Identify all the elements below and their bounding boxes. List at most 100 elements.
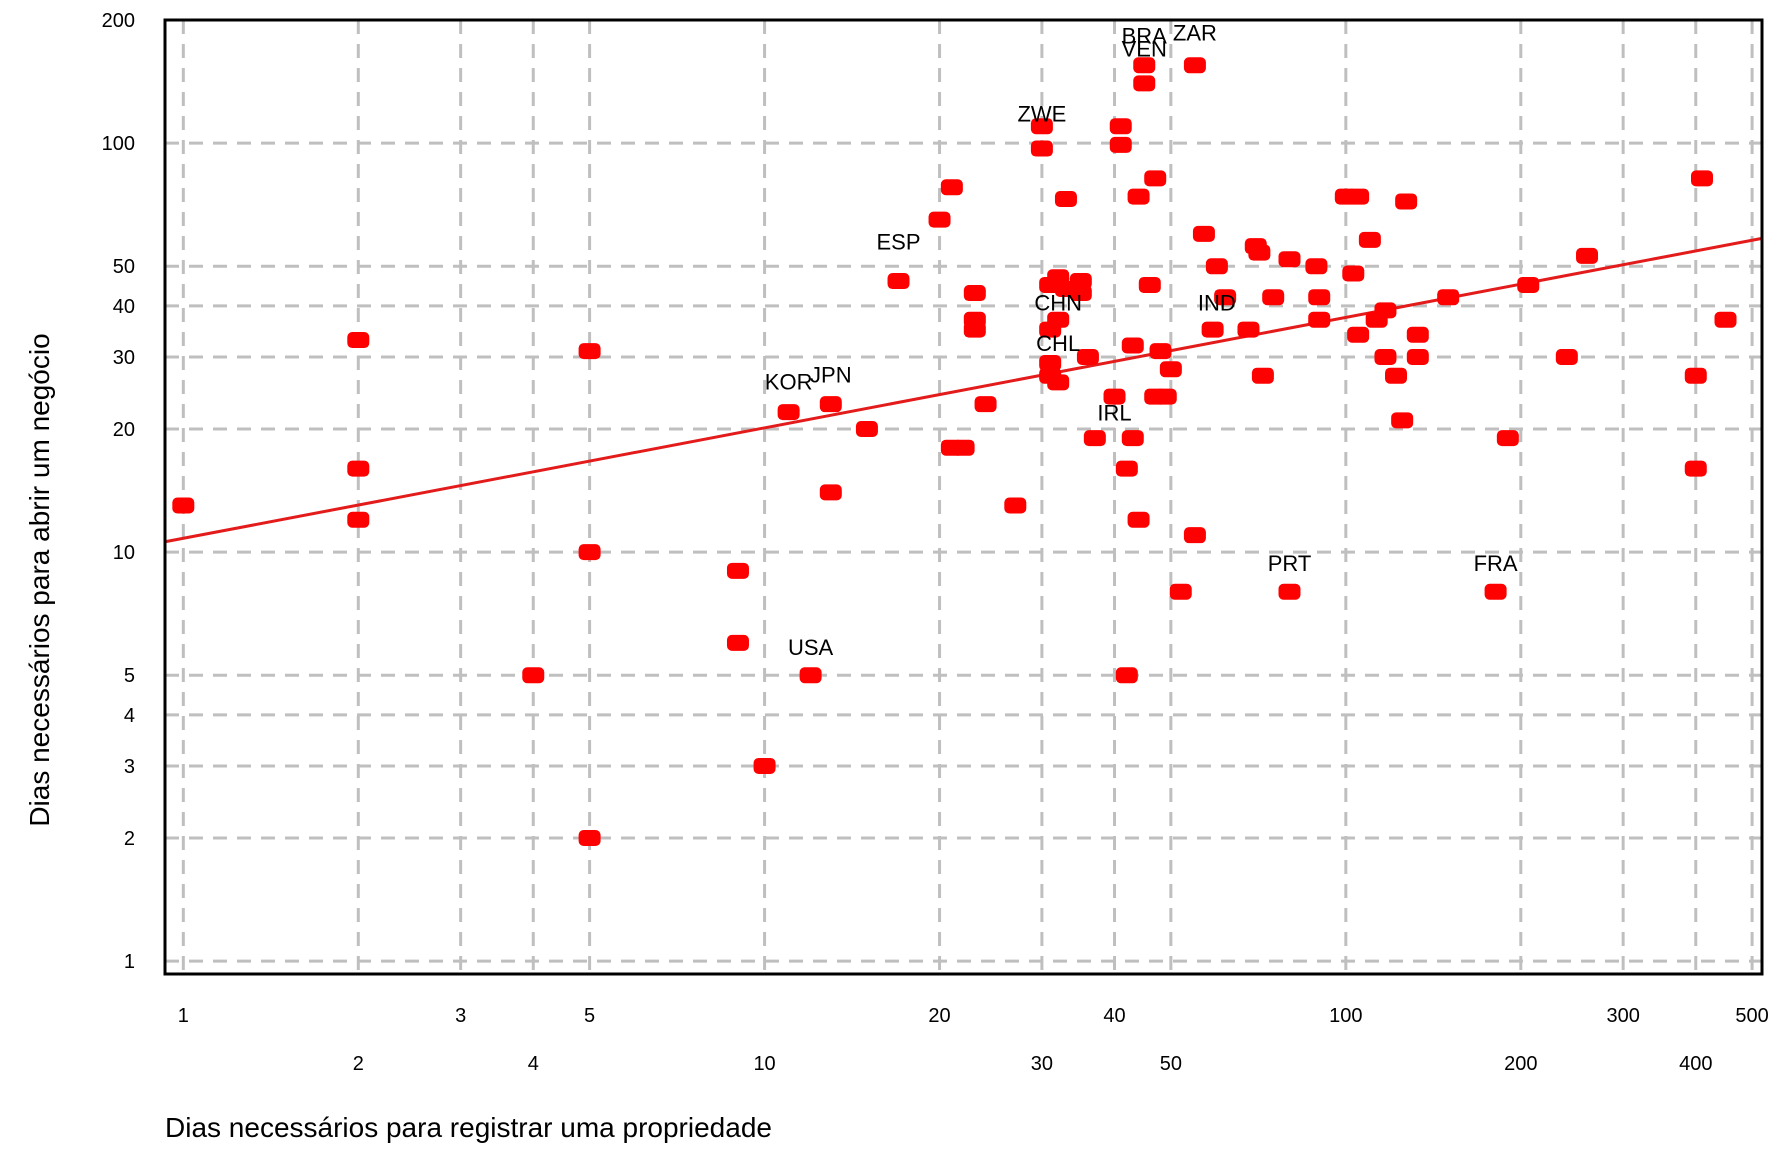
trend-layer — [164, 236, 1763, 544]
y-tick-labels: 1 2 3 4 5 10 20 30 40 50 100 200 — [102, 10, 135, 973]
data-point — [928, 211, 951, 228]
data-point — [578, 544, 601, 561]
data-point — [1684, 460, 1707, 477]
data-point — [1144, 170, 1167, 187]
data-point — [1109, 118, 1132, 135]
data-point — [1115, 460, 1138, 477]
data-point — [1347, 188, 1370, 205]
data-point — [952, 439, 975, 456]
data-point — [1030, 118, 1053, 135]
y-tick-label: 100 — [102, 133, 135, 155]
country-label: JPN — [810, 362, 852, 387]
y-tick-label: 5 — [124, 665, 135, 687]
data-point — [1342, 265, 1365, 282]
data-point — [1169, 583, 1192, 600]
data-point — [753, 757, 776, 774]
country-label: KOR — [765, 369, 813, 394]
y-tick-label: 50 — [113, 256, 135, 278]
x-tick-label: 2 — [353, 1053, 364, 1075]
data-point — [1437, 289, 1460, 306]
data-point — [1214, 289, 1237, 306]
data-point — [1127, 511, 1150, 528]
data-point — [1278, 251, 1301, 268]
data-point — [1201, 321, 1224, 338]
data-point — [522, 667, 545, 684]
x-tick-label: 50 — [1160, 1053, 1182, 1075]
country-label: ZAR — [1173, 21, 1217, 46]
data-point — [963, 321, 986, 338]
data-point — [855, 420, 878, 437]
data-point — [1205, 258, 1228, 275]
country-label: IRL — [1097, 400, 1131, 425]
data-point — [1183, 527, 1206, 544]
country-label: VEN — [1122, 36, 1167, 61]
data-point — [1374, 302, 1397, 319]
country-label: BRA — [1122, 24, 1168, 49]
data-point — [1127, 188, 1150, 205]
data-point — [819, 484, 842, 501]
data-point — [1149, 343, 1172, 360]
data-point — [172, 497, 195, 514]
y-tick-label: 1 — [124, 951, 135, 973]
data-point — [1406, 348, 1429, 365]
data-point — [1047, 311, 1070, 328]
data-point — [1109, 136, 1132, 153]
data-point — [347, 511, 370, 528]
data-point — [1374, 348, 1397, 365]
data-point — [1496, 430, 1519, 447]
x-tick-label: 3 — [455, 1005, 466, 1027]
data-point — [578, 343, 601, 360]
data-point — [1115, 667, 1138, 684]
data-point — [1385, 367, 1408, 384]
data-point — [974, 396, 997, 413]
data-point — [1004, 497, 1027, 514]
data-point — [819, 396, 842, 413]
country-label: PRT — [1268, 551, 1312, 576]
data-point — [1248, 244, 1271, 261]
x-axis-label: Dias necessários para registrar uma prop… — [165, 1112, 772, 1143]
data-point — [1069, 285, 1092, 302]
y-axis-label: Dias necessários para abrir um negócio — [24, 333, 55, 827]
data-point — [1192, 225, 1215, 242]
x-tick-label: 100 — [1329, 1005, 1362, 1027]
points-layer — [172, 57, 1737, 846]
data-point — [1121, 430, 1144, 447]
data-point — [1391, 412, 1414, 429]
data-point — [1183, 57, 1206, 74]
x-tick-label: 40 — [1103, 1005, 1125, 1027]
x-tick-label: 500 — [1735, 1005, 1768, 1027]
country-label: USA — [788, 635, 834, 660]
data-point — [1308, 311, 1331, 328]
data-point — [1030, 140, 1053, 157]
data-point — [726, 634, 749, 651]
x-tick-label: 5 — [584, 1005, 595, 1027]
country-label: CHN — [1034, 290, 1082, 315]
data-point — [1159, 361, 1182, 378]
data-point — [1308, 289, 1331, 306]
x-tick-label: 20 — [928, 1005, 950, 1027]
trend-line — [164, 236, 1763, 544]
data-point — [1576, 247, 1599, 264]
x-tick-label: 300 — [1606, 1005, 1639, 1027]
plot-frame — [163, 18, 1764, 976]
data-point — [1047, 374, 1070, 391]
data-point — [1691, 170, 1714, 187]
data-point — [1133, 57, 1156, 74]
data-point — [1358, 231, 1381, 248]
data-point — [1083, 430, 1106, 447]
x-tick-labels: 1 3 5 20 40 100 300 500 2 4 10 30 50 200 400 — [178, 1005, 1769, 1075]
data-point — [1251, 367, 1274, 384]
data-point — [887, 273, 910, 290]
data-point — [1054, 191, 1077, 208]
data-point — [799, 667, 822, 684]
data-point — [940, 179, 963, 196]
data-point — [777, 404, 800, 421]
data-point — [1262, 289, 1285, 306]
data-point — [963, 285, 986, 302]
country-label: FRA — [1474, 551, 1518, 576]
y-tick-label: 200 — [102, 10, 135, 32]
data-point — [347, 332, 370, 349]
data-point — [578, 829, 601, 846]
country-label: ESP — [877, 229, 921, 254]
x-tick-label: 4 — [528, 1053, 539, 1075]
